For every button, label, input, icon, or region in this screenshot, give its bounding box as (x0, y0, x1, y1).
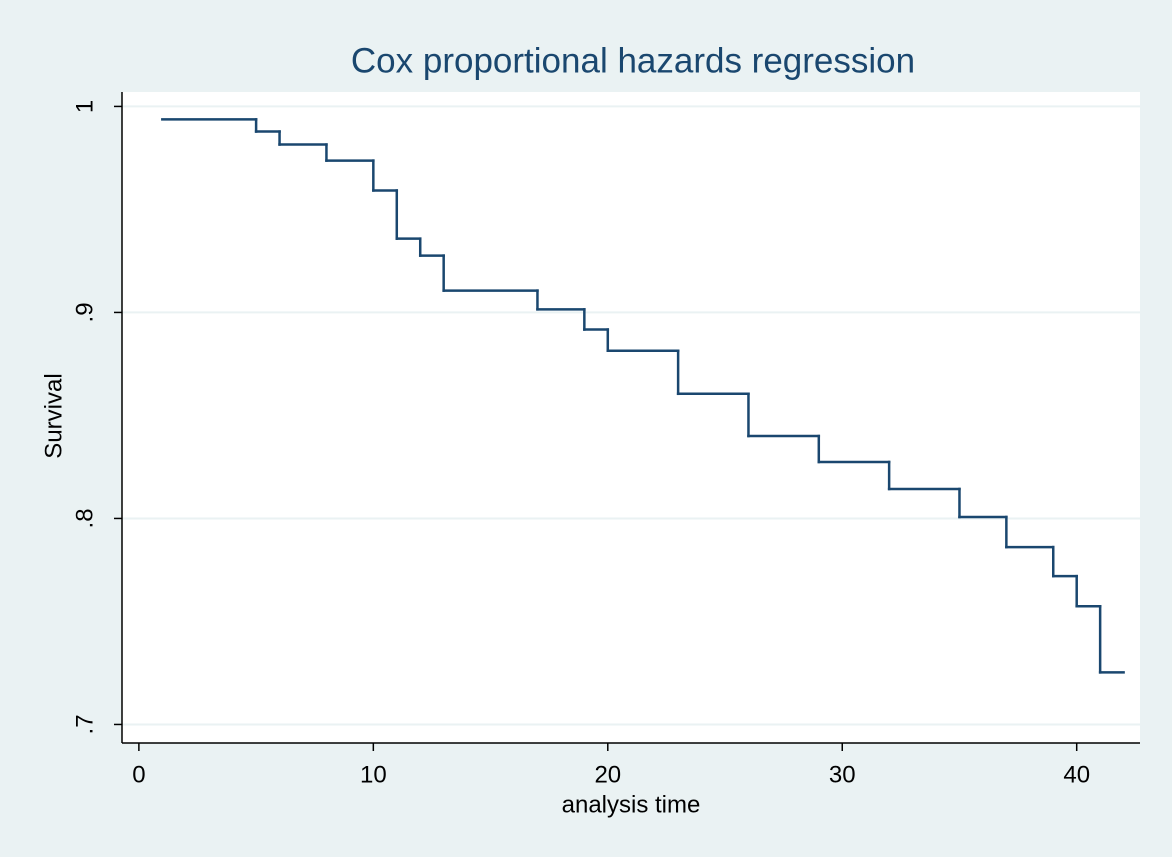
x-tick-label: 0 (132, 761, 145, 788)
x-axis-label: analysis time (562, 791, 701, 818)
plot-area (122, 92, 1140, 743)
chart-title: Cox proportional hazards regression (351, 41, 915, 80)
x-tick-label: 20 (594, 761, 621, 788)
x-tick-label: 30 (829, 761, 856, 788)
y-tick-label: 1 (71, 100, 98, 113)
x-tick-label: 40 (1063, 761, 1090, 788)
y-tick-label: .8 (71, 508, 98, 528)
y-axis-label: Survival (40, 373, 67, 458)
y-tick-label: .7 (71, 714, 98, 734)
y-tick-label: .9 (71, 302, 98, 322)
x-tick-label: 10 (360, 761, 387, 788)
